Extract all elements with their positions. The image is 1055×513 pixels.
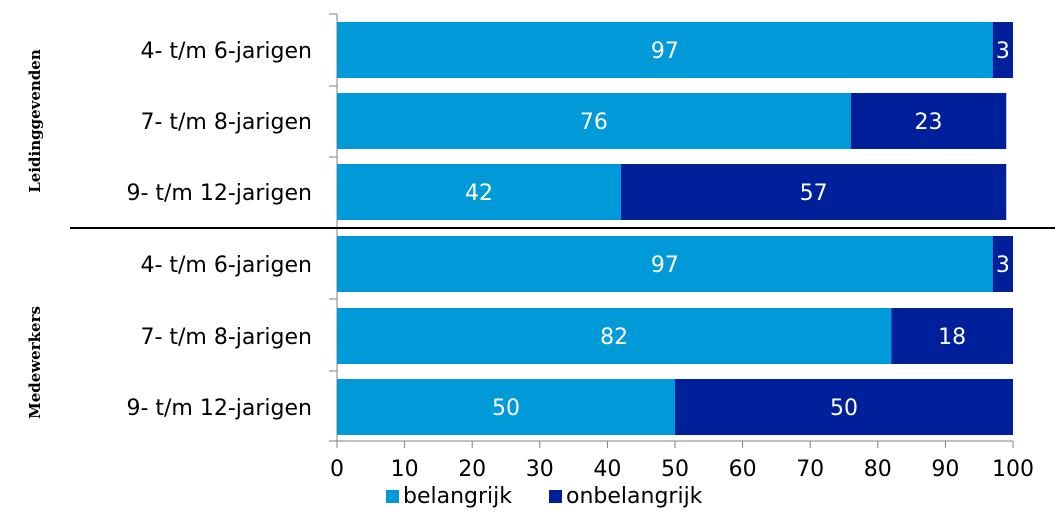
labels-layer: 97 3 4- t/m 6-jarigen 76 23 7- t/m 8-jarigen 4… xyxy=(26,39,1034,482)
group-label-1: Leidinggevenden xyxy=(26,49,44,193)
legend-label-onbelangrijk: onbelangrijk xyxy=(566,484,703,509)
data-label-belangrijk-1: 97 xyxy=(651,39,679,64)
x-tick-label-60: 60 xyxy=(729,457,757,482)
legend-label-belangrijk: belangrijk xyxy=(403,484,512,509)
data-label-belangrijk-5: 82 xyxy=(600,325,628,350)
data-label-onbelangrijk-3: 57 xyxy=(800,181,828,206)
bar-onbelangrijk-6 xyxy=(675,379,1013,435)
x-tick-label-90: 90 xyxy=(931,457,959,482)
data-label-onbelangrijk-1: 3 xyxy=(996,39,1010,64)
data-label-belangrijk-4: 97 xyxy=(651,253,679,278)
bar-belangrijk-1 xyxy=(337,22,993,78)
data-label-belangrijk-3: 42 xyxy=(465,181,493,206)
data-label-onbelangrijk-5: 18 xyxy=(938,325,966,350)
data-label-onbelangrijk-4: 3 xyxy=(996,253,1010,278)
bar-onbelangrijk-4 xyxy=(992,236,1013,292)
x-tick-label-70: 70 xyxy=(796,457,824,482)
x-tick-label-50: 50 xyxy=(661,457,689,482)
x-tick-label-40: 40 xyxy=(593,457,621,482)
x-tick-label-20: 20 xyxy=(458,457,486,482)
category-label-5: 7- t/m 8-jarigen xyxy=(140,325,312,350)
category-label-2: 7- t/m 8-jarigen xyxy=(140,110,312,135)
axis-layer xyxy=(70,13,1055,448)
legend: belangrijk onbelangrijk xyxy=(386,484,703,509)
bar-onbelangrijk-1 xyxy=(992,22,1013,78)
legend-swatch-onbelangrijk xyxy=(549,490,562,503)
category-label-4: 4- t/m 6-jarigen xyxy=(140,253,312,278)
category-label-1: 4- t/m 6-jarigen xyxy=(140,39,312,64)
bar-onbelangrijk-3 xyxy=(620,164,1007,220)
x-tick-label-10: 10 xyxy=(391,457,419,482)
data-label-belangrijk-6: 50 xyxy=(492,396,520,421)
x-tick-label-0: 0 xyxy=(330,457,344,482)
bar-onbelangrijk-5 xyxy=(891,308,1013,364)
x-tick-label-80: 80 xyxy=(864,457,892,482)
x-tick-label-100: 100 xyxy=(992,457,1034,482)
data-label-belangrijk-2: 76 xyxy=(580,110,608,135)
data-label-onbelangrijk-2: 23 xyxy=(915,110,943,135)
legend-swatch-belangrijk xyxy=(386,490,399,503)
bar-belangrijk-4 xyxy=(337,236,993,292)
data-label-onbelangrijk-6: 50 xyxy=(830,396,858,421)
bar-belangrijk-5 xyxy=(337,308,892,364)
bar-belangrijk-3 xyxy=(337,164,621,220)
category-label-6: 9- t/m 12-jarigen xyxy=(126,396,312,421)
bar-onbelangrijk-2 xyxy=(850,93,1007,149)
bars-layer xyxy=(337,22,1013,435)
bar-belangrijk-2 xyxy=(337,93,851,149)
category-label-3: 9- t/m 12-jarigen xyxy=(126,181,312,206)
bar-belangrijk-6 xyxy=(337,379,675,435)
x-tick-label-30: 30 xyxy=(526,457,554,482)
group-label-2: Medewerkers xyxy=(26,306,44,419)
